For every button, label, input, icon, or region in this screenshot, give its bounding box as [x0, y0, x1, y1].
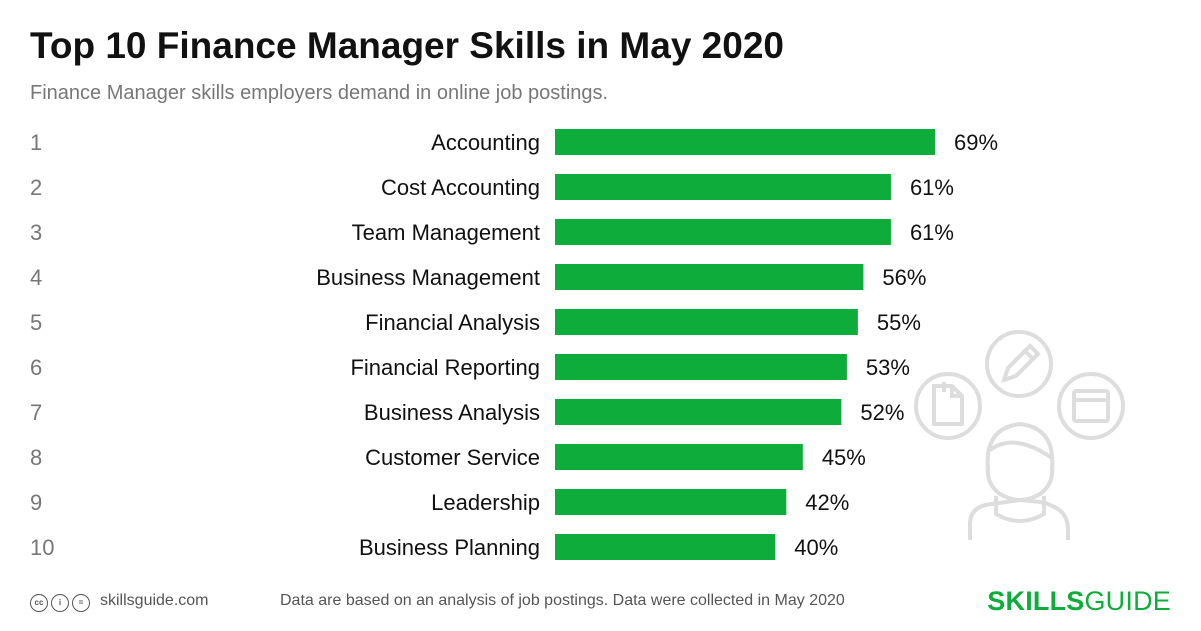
- rank-label: 2: [30, 175, 42, 200]
- by-person-icon: i: [51, 594, 69, 612]
- browser-window-icon: [1057, 372, 1125, 440]
- page-subtitle: Finance Manager skills employers demand …: [30, 82, 609, 104]
- pencil-icon: [985, 330, 1053, 398]
- rank-label: 4: [30, 265, 42, 290]
- category-label: Financial Reporting: [350, 355, 540, 380]
- value-label: 53%: [866, 355, 910, 380]
- brand-logo-regular: GUIDE: [1084, 586, 1171, 616]
- bar: [555, 534, 776, 560]
- value-label: 61%: [910, 175, 954, 200]
- rank-label: 3: [30, 220, 42, 245]
- page-title: Top 10 Finance Manager Skills in May 202…: [30, 25, 784, 66]
- rank-label: 6: [30, 355, 42, 380]
- category-label: Business Management: [316, 265, 540, 290]
- cc-icon: cc: [30, 594, 48, 612]
- data-note: Data are based on an analysis of job pos…: [280, 592, 845, 609]
- rank-label: 5: [30, 310, 42, 335]
- bar: [555, 129, 935, 155]
- value-label: 52%: [860, 400, 904, 425]
- site-link[interactable]: skillsguide.com: [100, 592, 209, 609]
- category-label: Team Management: [352, 220, 540, 245]
- bar-chart: 1 2 3 4 5 6 7 8 9 10 Accounting Cost Accounting Tea…: [30, 129, 1125, 560]
- bar: [555, 354, 847, 380]
- rank-label: 1: [30, 130, 42, 155]
- rank-label: 10: [30, 535, 54, 560]
- bar: [555, 444, 803, 470]
- bar: [555, 174, 891, 200]
- rank-label: 9: [30, 490, 42, 515]
- bar: [555, 399, 842, 425]
- rank-label: 7: [30, 400, 42, 425]
- value-label: 42%: [805, 490, 849, 515]
- value-label: 56%: [882, 265, 926, 290]
- category-label: Leadership: [431, 490, 540, 515]
- bar: [555, 489, 787, 515]
- brand-logo[interactable]: SKILLSGUIDE: [987, 586, 1171, 617]
- bar: [555, 219, 891, 245]
- illustration: [914, 330, 1125, 540]
- rank-label: 8: [30, 445, 42, 470]
- value-label: 61%: [910, 220, 954, 245]
- bar: [555, 264, 864, 290]
- category-label: Business Analysis: [364, 400, 540, 425]
- value-label: 69%: [954, 130, 998, 155]
- document-icon: [914, 372, 982, 440]
- license-icons[interactable]: cc i =: [30, 594, 90, 612]
- category-label: Financial Analysis: [365, 310, 540, 335]
- brand-logo-bold: SKILLS: [987, 586, 1085, 616]
- value-label: 45%: [822, 445, 866, 470]
- category-label: Accounting: [431, 130, 540, 155]
- nd-equals-icon: =: [72, 594, 90, 612]
- category-label: Business Planning: [359, 535, 540, 560]
- value-label: 40%: [794, 535, 838, 560]
- bar: [555, 309, 858, 335]
- value-label: 55%: [877, 310, 921, 335]
- category-label: Cost Accounting: [381, 175, 540, 200]
- category-label: Customer Service: [365, 445, 540, 470]
- footer: cc i = skillsguide.com Data are based on…: [0, 586, 1201, 618]
- person-icon: [968, 421, 1070, 540]
